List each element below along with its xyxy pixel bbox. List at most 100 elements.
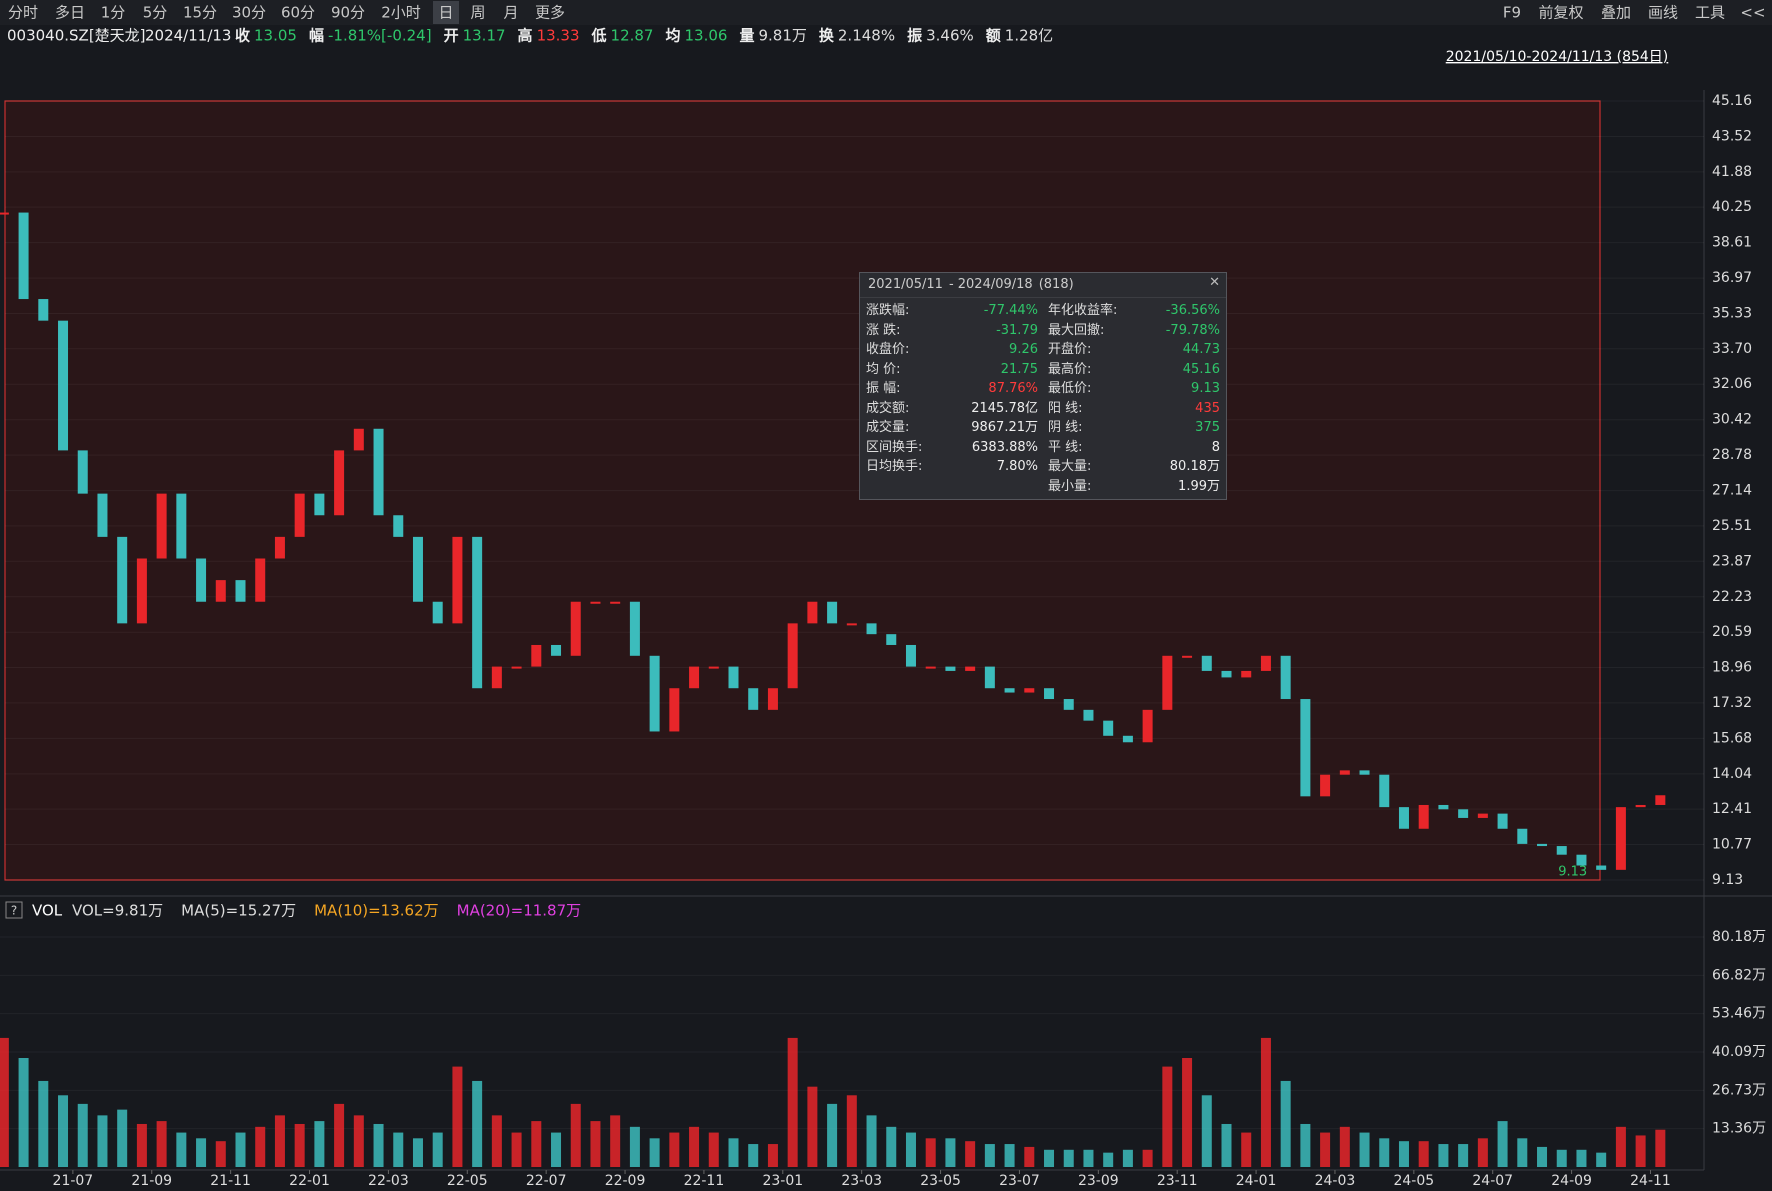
volume-bar [117,1109,128,1167]
quote-label: 振 [907,27,922,45]
stat-row: 振 幅: 87.76% [866,379,1042,399]
tool-button[interactable]: 工具 [1695,4,1725,22]
y-tick-label: 32.06 [1712,376,1752,392]
volume-bar [689,1126,700,1167]
quote-value: 3.46% [926,27,974,45]
volume-bar [1655,1129,1666,1167]
x-tick-label: 24-09 [1551,1173,1592,1189]
volume-bar [846,1095,857,1167]
range-start[interactable]: 2021/05/11 [868,277,943,292]
stat-label: 最大量: [1048,459,1092,474]
y-tick-label: 40.09万 [1712,1044,1766,1060]
volume-bar [393,1132,404,1167]
candle [77,450,88,494]
volume-bar [274,1115,285,1167]
volume-bar [353,1115,364,1167]
period-tab[interactable]: 5分 [143,4,168,22]
x-tick-label: 24-05 [1393,1173,1434,1189]
help-icon-mark: ? [11,904,17,918]
stat-row: 最大量: 80.18万 [1048,457,1224,477]
x-tick-label: 23-05 [920,1173,961,1189]
stat-label: 最小量: [1048,478,1092,494]
period-tab[interactable]: 分时 [8,4,38,22]
candle [491,666,502,689]
period-tab[interactable]: 15分 [183,4,217,22]
x-tick-label: 23-09 [1078,1173,1119,1189]
volume-bar [1398,1141,1409,1167]
tool-button[interactable]: << [1740,4,1765,22]
period-tab[interactable]: 2小时 [381,4,421,22]
volume-bar [649,1138,660,1167]
period-tab[interactable]: 日 [438,4,453,22]
stat-value: -31.79 [996,322,1038,338]
tool-button[interactable]: 叠加 [1601,4,1631,22]
tool-button[interactable]: F9 [1503,4,1521,22]
quote-label: 开 [444,27,459,45]
volume-bar [787,1037,798,1167]
stat-row: 阳 线: 435 [1048,399,1224,419]
candle [1300,699,1311,797]
period-tab[interactable]: 多日 [55,4,85,22]
tool-button[interactable]: 画线 [1648,4,1678,22]
candle [1063,699,1074,710]
stats-left: 涨跌幅: -77.44% 涨 跌: -31.79 收盘价: 9.26 均 价: 21.75 振 … [866,301,1042,477]
y-tick-label: 14.04 [1712,766,1752,782]
selection-box [4,100,1601,881]
candle [1517,828,1528,844]
stat-label: 年化收益率: [1048,303,1118,318]
volume-bar [925,1138,936,1167]
indicator-legend: MA(5)=15.27万 [181,902,296,920]
date-range[interactable]: 2021/05/10-2024/11/13 (854日) [1446,49,1669,65]
period-tab[interactable]: 30分 [232,4,266,22]
candle [432,601,443,624]
stat-row: 平 线: 8 [1048,438,1224,458]
range-end[interactable]: - 2024/09/18 [948,277,1033,292]
y-tick-label: 30.42 [1712,412,1752,428]
stat-label: 成交额: [866,400,910,416]
help-icon[interactable] [5,901,23,919]
y-tick-label: 20.59 [1712,624,1752,640]
stat-label: 最高价: [1048,361,1092,377]
candle [1655,795,1666,805]
volume-bar [905,1132,916,1167]
period-tab[interactable]: 90分 [331,4,365,22]
period-tab[interactable]: 1分 [101,4,126,22]
close-button[interactable]: ✕ [1209,275,1220,290]
quote-value: 1.28亿 [1005,27,1053,45]
period-tab[interactable]: 更多 [535,4,565,22]
period-tab[interactable]: 周 [470,4,485,22]
y-tick-label: 28.78 [1712,447,1752,463]
candle [827,601,838,624]
volume-bar [629,1126,640,1167]
candle [18,212,29,300]
y-tick-label: 17.32 [1712,695,1752,711]
candle [156,493,167,559]
volume-bar [334,1103,345,1167]
volume-bar [97,1115,108,1167]
candle [649,655,660,732]
quote-date: 2024/11/13 [145,27,231,45]
y-tick-label: 66.82万 [1712,967,1766,983]
stat-value: -36.56% [1165,303,1220,318]
volume-bar [1596,1152,1607,1167]
period-tab[interactable]: 60分 [281,4,315,22]
stat-row: 收盘价: 9.26 [866,340,1042,360]
volume-bar [1418,1141,1429,1167]
volume-bar [767,1144,778,1167]
quote-value: 13.33 [537,27,580,45]
volume-bar [1359,1132,1370,1167]
period-tab[interactable]: 月 [503,4,518,22]
tool-button[interactable]: 前复权 [1538,4,1583,22]
stat-row: 区间换手: 6383.88% [866,438,1042,458]
stat-value: -77.44% [983,303,1038,318]
volume-bar [728,1138,739,1167]
min-price-annotation: 9.13 [1558,864,1587,879]
stat-label: 涨跌幅: [866,303,910,318]
candle [393,515,404,537]
candle [1635,804,1646,808]
stat-label: 涨 跌: [866,322,901,338]
x-tick-label: 21-07 [53,1173,94,1189]
volume-bar [1162,1066,1173,1167]
stat-label: 区间换手: [866,439,923,455]
